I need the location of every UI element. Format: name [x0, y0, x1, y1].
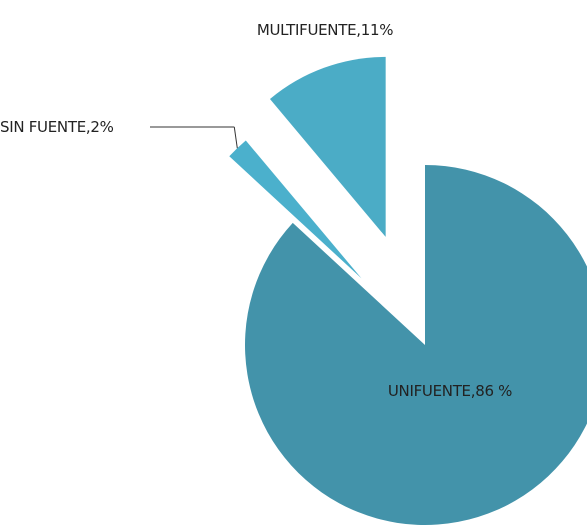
category-label: MULTIFUENTE, — [256, 21, 361, 39]
value-label: 11% — [360, 21, 394, 39]
category-label: SIN FUENTE, — [0, 118, 91, 136]
leader-line — [233, 126, 238, 149]
pie-slice — [229, 140, 362, 279]
data-label: UNIFUENTE,86 % — [365, 375, 535, 407]
pie-slice — [269, 56, 386, 237]
value-label: 86 % — [475, 382, 513, 400]
data-label: SIN FUENTE,2% — [0, 111, 175, 143]
value-label: 2% — [90, 118, 114, 136]
category-label: UNIFUENTE, — [387, 382, 476, 400]
data-label: MULTIFUENTE,11% — [230, 14, 420, 46]
pie-slice — [244, 165, 587, 525]
